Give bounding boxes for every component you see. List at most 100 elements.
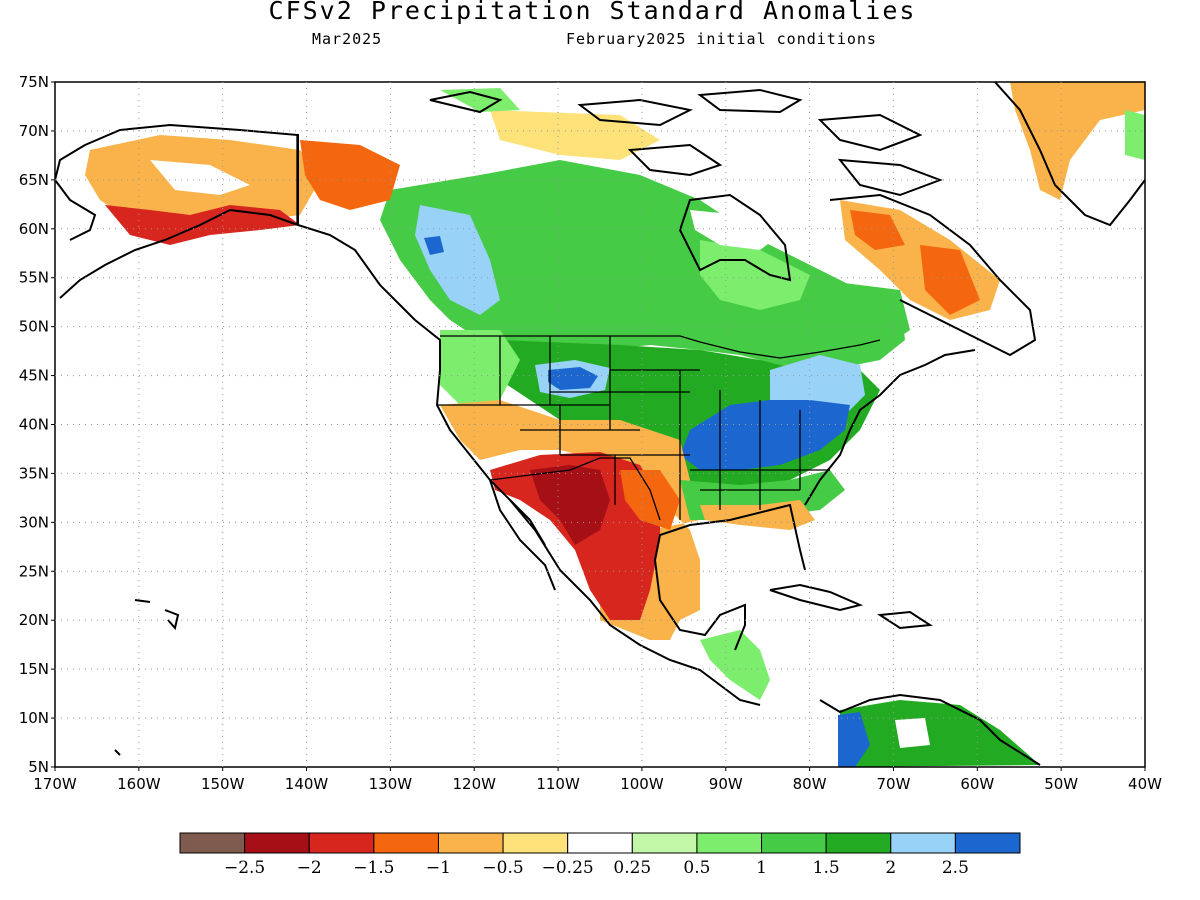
coastlines <box>55 82 1145 766</box>
lat-label: 55N <box>19 269 49 287</box>
latitude-labels: 75N 70N 65N 60N 55N 50N 45N 40N 35N 30N 25N 20N 15N 1… <box>19 73 55 776</box>
graticule <box>55 82 1145 767</box>
border-states-h <box>437 369 830 491</box>
colorbar-swatch <box>502 832 569 854</box>
coastline-arctic-islands <box>429 88 943 197</box>
colorbar-label: 0.5 <box>683 858 710 878</box>
anomaly-region-arctic-green <box>440 88 520 112</box>
lon-label: 60W <box>960 775 994 793</box>
lon-label: 70W <box>877 775 911 793</box>
colorbar-swatch <box>761 832 827 854</box>
anomaly-region-arctic-orange <box>490 110 660 160</box>
anomaly-region-labrador-red <box>850 210 905 250</box>
colorbar-swatch <box>567 832 633 854</box>
map-title: CFSv2 Precipitation Standard Anomalies <box>268 0 917 25</box>
anomaly-region-ohio-valley <box>680 400 850 470</box>
anomaly-region-hudson-neutral <box>690 210 780 250</box>
lat-label: 60N <box>19 220 49 238</box>
anomaly-region-yukon <box>300 140 400 210</box>
initial-conditions-label: February2025 initial conditions <box>566 30 877 48</box>
political-borders <box>296 135 881 521</box>
lat-label: 15N <box>19 660 49 678</box>
anomaly-region-montana-core <box>548 367 598 390</box>
lat-label: 50N <box>19 318 49 336</box>
lon-label: 90W <box>709 775 743 793</box>
lat-label: 45N <box>19 367 49 385</box>
lon-label: 150W <box>201 775 245 793</box>
colorbar-label: −1 <box>426 858 451 878</box>
colorbar-swatch <box>308 832 375 854</box>
coastline-east-coast <box>804 349 976 506</box>
coastline-hawaii <box>114 599 180 756</box>
anomaly-region-greenland-green <box>1125 110 1145 160</box>
colorbar-swatch <box>825 832 892 854</box>
lon-label: 100W <box>620 775 664 793</box>
colorbar-swatch <box>631 832 698 854</box>
anomaly-region-light-green-canada <box>700 240 810 310</box>
lon-label: 120W <box>452 775 496 793</box>
lat-label: 10N <box>19 709 49 727</box>
colorbar-label: 2.5 <box>942 858 969 878</box>
lon-label: 50W <box>1044 775 1078 793</box>
colorbar-label: −0.5 <box>482 858 523 878</box>
coastline-west-coast <box>414 319 761 706</box>
colorbar-label: 0.25 <box>613 858 651 878</box>
anomaly-region-bc-dark <box>424 236 444 255</box>
anomaly-region-quebec-red <box>920 245 980 315</box>
coastline-south-america <box>819 693 1041 766</box>
colorbar-label: −0.25 <box>542 858 594 878</box>
lon-label: 170W <box>33 775 77 793</box>
anomaly-region-greenland-orange <box>1010 82 1145 200</box>
lon-label: 160W <box>117 775 161 793</box>
coastline-greenland <box>994 82 1145 227</box>
colorbar-swatch <box>890 832 956 854</box>
lat-label: 65N <box>19 171 49 189</box>
anomaly-region-alaska-red <box>105 205 300 245</box>
anomaly-region-alaska-neutral <box>150 160 250 195</box>
coastline-hudson-bay <box>678 193 792 282</box>
valid-month-label: Mar2025 <box>312 30 383 48</box>
longitude-labels: 170W 160W 150W 140W 130W 120W 110W 100W 90W 80W 70… <box>33 767 1162 793</box>
anomaly-region-mexico-darkred <box>530 465 610 545</box>
anomaly-region-south-america <box>840 700 1040 767</box>
lat-label: 75N <box>19 73 49 91</box>
colorbar-swatch <box>373 832 439 854</box>
colorbar-swatch <box>954 832 1021 854</box>
anomaly-region-south-america-blue <box>838 712 870 767</box>
coastline-alaska <box>55 123 416 321</box>
coastline-gulf <box>654 503 806 651</box>
coastline-labrador <box>829 193 1037 357</box>
anomaly-region-southeast-orange <box>700 500 815 530</box>
border-states-v <box>296 135 801 520</box>
anomaly-region-south-america-neutral <box>895 718 930 748</box>
anomaly-region-bc-lightblue <box>415 205 500 315</box>
lat-label: 25N <box>19 562 49 580</box>
colorbar-label: −2.5 <box>224 858 265 878</box>
border-us-canada <box>440 335 881 359</box>
lat-label: 70N <box>19 122 49 140</box>
lon-label: 130W <box>369 775 413 793</box>
colorbar-label: −1.5 <box>353 858 394 878</box>
lat-label: 40N <box>19 416 49 434</box>
colorbar-swatch <box>696 832 763 854</box>
anomaly-region-quebec-green <box>810 280 910 350</box>
colorbar-label: 1.5 <box>813 858 840 878</box>
anomaly-region-canada-wet <box>380 160 905 370</box>
colorbar-label: −2 <box>297 858 322 878</box>
border-us-mexico <box>489 457 661 521</box>
colorbar-label: 1 <box>756 858 767 878</box>
lon-label: 140W <box>285 775 329 793</box>
coastline-cuba <box>769 583 933 630</box>
colorbar-swatch <box>437 832 504 854</box>
lat-label: 30N <box>19 513 49 531</box>
lat-label: 20N <box>19 611 49 629</box>
lat-label: 35N <box>19 464 49 482</box>
anomaly-region-texas-orange <box>620 470 680 530</box>
lon-label: 110W <box>536 775 580 793</box>
colorbar-swatch <box>179 832 246 854</box>
coastline-baja <box>489 479 556 591</box>
colorbar: −2.5 −2 −1.5 −1 −0.5 −0.25 0.25 0.5 1 1.5 2 2.5 <box>179 832 1021 878</box>
anomaly-region-central-america <box>700 630 770 700</box>
colorbar-label: 2 <box>885 858 896 878</box>
